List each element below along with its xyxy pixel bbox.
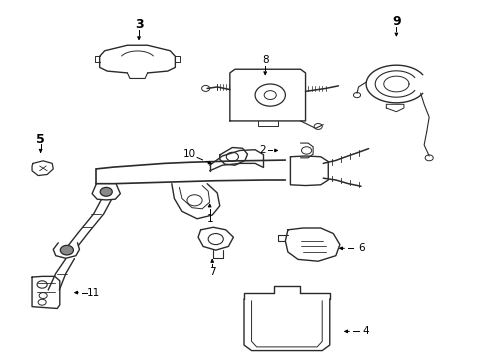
Circle shape <box>187 195 202 206</box>
Text: 5: 5 <box>36 133 45 146</box>
Text: 1: 1 <box>206 214 213 224</box>
Circle shape <box>60 246 74 255</box>
Circle shape <box>100 188 112 196</box>
Text: 8: 8 <box>262 55 269 65</box>
Text: 2: 2 <box>259 145 266 156</box>
Text: 11: 11 <box>87 288 100 298</box>
Text: 6: 6 <box>358 243 365 253</box>
Text: 10: 10 <box>183 149 196 159</box>
Text: 4: 4 <box>363 327 369 336</box>
Text: 7: 7 <box>209 267 216 277</box>
Text: 9: 9 <box>392 15 401 28</box>
Text: 3: 3 <box>135 18 144 31</box>
